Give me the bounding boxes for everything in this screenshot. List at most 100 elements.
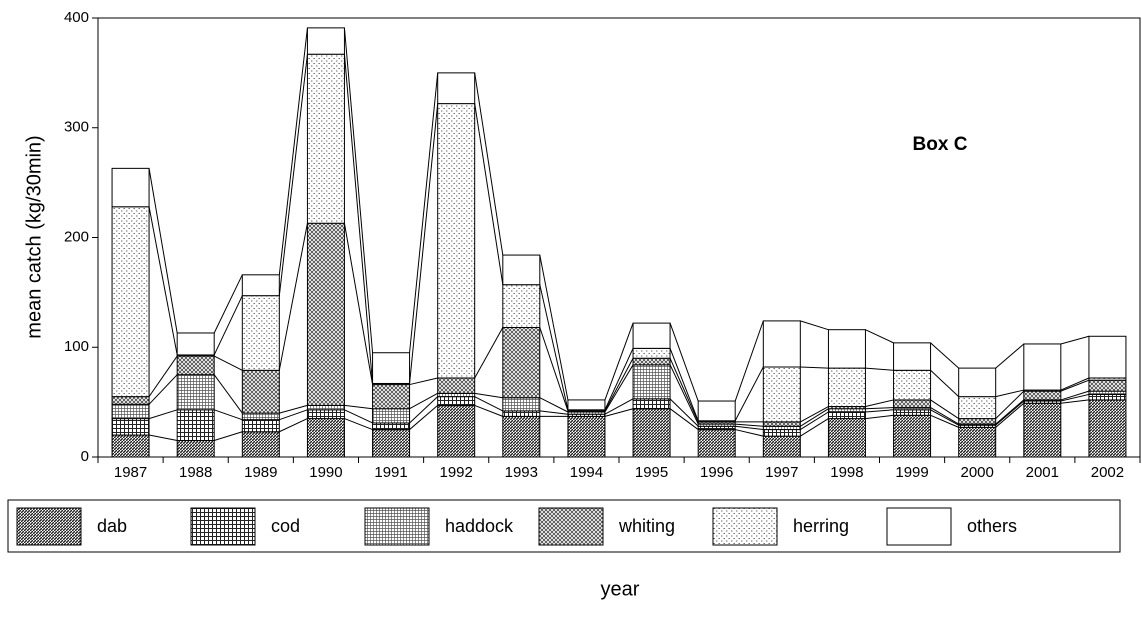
bar-segment xyxy=(437,396,476,406)
connector xyxy=(539,397,569,413)
connector xyxy=(343,27,374,353)
connector xyxy=(409,72,439,353)
connector xyxy=(409,377,438,386)
bar-segment xyxy=(502,415,541,458)
bar-segment xyxy=(176,409,215,442)
bar-segment xyxy=(827,411,866,420)
x-tick-label: 1996 xyxy=(700,464,733,481)
x-tick-label: 1991 xyxy=(374,464,407,481)
bar-segment xyxy=(502,397,541,412)
connector xyxy=(148,355,178,397)
bar-segment xyxy=(306,27,345,55)
bar-segment xyxy=(241,295,280,371)
connector xyxy=(279,418,308,433)
bar-segment xyxy=(632,408,671,458)
connector xyxy=(278,223,308,371)
connector xyxy=(669,348,699,421)
connector xyxy=(539,284,569,410)
bar-segment xyxy=(893,342,932,371)
connector xyxy=(539,410,568,415)
bar-segment xyxy=(567,415,606,458)
connector xyxy=(213,295,243,356)
connector xyxy=(214,409,243,421)
bar-segment xyxy=(176,440,215,458)
x-tick-label: 1989 xyxy=(244,464,277,481)
legend-label: whiting xyxy=(618,516,675,536)
bar-segment xyxy=(1023,390,1062,401)
legend-swatch xyxy=(538,507,604,546)
bar-segment xyxy=(762,366,801,423)
bar-segment xyxy=(176,332,215,356)
bar-segment xyxy=(241,419,280,433)
bar-segment xyxy=(697,400,736,422)
bar-segment xyxy=(958,367,997,398)
legend-swatch xyxy=(190,507,256,546)
connector xyxy=(930,409,959,426)
bar-segment xyxy=(111,396,150,405)
connector xyxy=(800,406,829,423)
connector xyxy=(213,374,243,414)
x-axis-label: year xyxy=(601,578,640,600)
bar-segment xyxy=(176,374,215,411)
x-tick-label: 1997 xyxy=(765,464,798,481)
x-tick-label: 1994 xyxy=(570,464,603,481)
legend-label: herring xyxy=(793,516,849,536)
bar-segment xyxy=(697,429,736,458)
bar-segment xyxy=(176,355,215,376)
legend-label: haddock xyxy=(445,516,514,536)
connector xyxy=(1060,390,1090,401)
connector xyxy=(148,374,178,405)
connector xyxy=(213,274,243,334)
bar-segment xyxy=(111,418,150,436)
x-tick-label: 2000 xyxy=(961,464,994,481)
x-tick-label: 2001 xyxy=(1026,464,1059,481)
connector xyxy=(735,425,764,431)
bar-segment xyxy=(632,364,671,400)
connector xyxy=(995,399,1025,425)
bar-segment xyxy=(567,399,606,411)
x-tick-label: 2002 xyxy=(1091,464,1124,481)
connector xyxy=(409,392,438,410)
bar-segment xyxy=(502,254,541,286)
connector xyxy=(344,404,373,410)
bar-segment xyxy=(762,320,801,368)
bar-segment xyxy=(893,399,932,409)
y-tick-label: 400 xyxy=(64,9,89,26)
connector xyxy=(1060,393,1090,402)
legend-swatch xyxy=(712,507,778,546)
legend-swatch xyxy=(886,507,952,546)
connector xyxy=(474,327,504,379)
connector xyxy=(1060,379,1090,392)
bar-segment xyxy=(1023,343,1062,391)
legend-label: cod xyxy=(271,516,300,536)
x-tick-label: 1990 xyxy=(309,464,342,481)
bar-segment xyxy=(306,404,345,411)
connector xyxy=(930,342,960,369)
bar-segment xyxy=(502,326,541,399)
connector xyxy=(734,320,764,402)
connector xyxy=(278,54,308,296)
connector xyxy=(995,343,1025,369)
x-tick-label: 1988 xyxy=(179,464,212,481)
connector xyxy=(669,358,699,423)
connector xyxy=(865,414,894,420)
x-tick-label: 1999 xyxy=(895,464,928,481)
connector xyxy=(148,168,178,334)
legend-label: others xyxy=(967,516,1017,536)
y-axis-label: mean catch (kg/30min) xyxy=(23,135,45,338)
connector xyxy=(474,392,503,399)
bar-segment xyxy=(437,377,476,394)
connector xyxy=(539,254,569,401)
connector xyxy=(279,404,308,414)
connector xyxy=(800,320,829,331)
connector xyxy=(800,411,829,430)
bar-segment xyxy=(1023,402,1062,458)
bar-segment xyxy=(111,206,150,398)
connector xyxy=(148,409,178,420)
connector xyxy=(1060,335,1090,345)
connector xyxy=(409,405,439,430)
bar-segment xyxy=(111,403,150,420)
bar-segment xyxy=(1088,379,1127,392)
bar-segment xyxy=(111,167,150,208)
y-tick-label: 300 xyxy=(64,119,89,136)
